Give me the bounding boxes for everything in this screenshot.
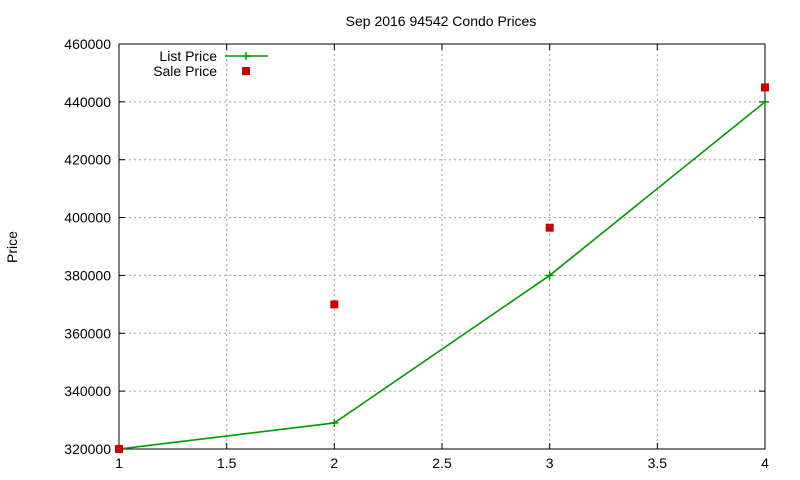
- x-tick-label: 1: [115, 455, 123, 471]
- x-tick-label: 1.5: [217, 455, 237, 471]
- series: [115, 83, 769, 453]
- x-tick-label: 3: [546, 455, 554, 471]
- sale-price-point: [545, 223, 554, 232]
- y-tick-label: 440000: [64, 94, 111, 110]
- y-tick-label: 420000: [64, 152, 111, 168]
- x-tick-label: 3.5: [648, 455, 668, 471]
- sale-price-point: [115, 445, 123, 453]
- list-price-line: [118, 101, 766, 450]
- sale-price-point: [330, 300, 339, 309]
- legend-marker-list-price: [242, 52, 250, 60]
- y-tick-label: 360000: [64, 325, 111, 341]
- y-tick-label: 460000: [64, 36, 111, 52]
- sale-price-point: [761, 83, 769, 92]
- axis-ticks: 1 1.5 2 2.5 3 3.5 4 320000 340000 360000 380000 400…: [64, 36, 769, 471]
- legend-sample-list-price: [225, 52, 268, 60]
- grid: [119, 44, 765, 449]
- legend-label-list-price: List Price: [159, 48, 217, 64]
- y-tick-label: 400000: [64, 210, 111, 226]
- legend-label-sale-price: Sale Price: [153, 63, 217, 79]
- list-price-point: [545, 271, 554, 280]
- y-tick-label: 340000: [64, 383, 111, 399]
- y-axis-label: Price: [4, 231, 20, 263]
- x-tick-label: 2: [330, 455, 338, 471]
- chart-title: Sep 2016 94542 Condo Prices: [346, 13, 537, 29]
- x-tick-label: 2.5: [432, 455, 452, 471]
- legend-marker-sale-price: [242, 67, 250, 75]
- legend: List Price Sale Price: [153, 48, 268, 79]
- y-tick-label: 380000: [64, 267, 111, 283]
- list-price-point: [330, 418, 339, 427]
- y-tick-label: 320000: [64, 441, 111, 457]
- x-tick-label: 4: [761, 455, 769, 471]
- legend-sample-sale-price: [242, 67, 250, 75]
- list-price-point: [761, 97, 769, 106]
